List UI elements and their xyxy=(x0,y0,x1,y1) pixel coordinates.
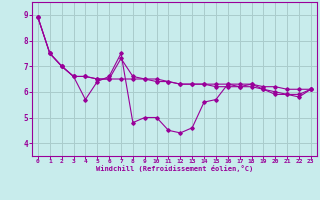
X-axis label: Windchill (Refroidissement éolien,°C): Windchill (Refroidissement éolien,°C) xyxy=(96,165,253,172)
